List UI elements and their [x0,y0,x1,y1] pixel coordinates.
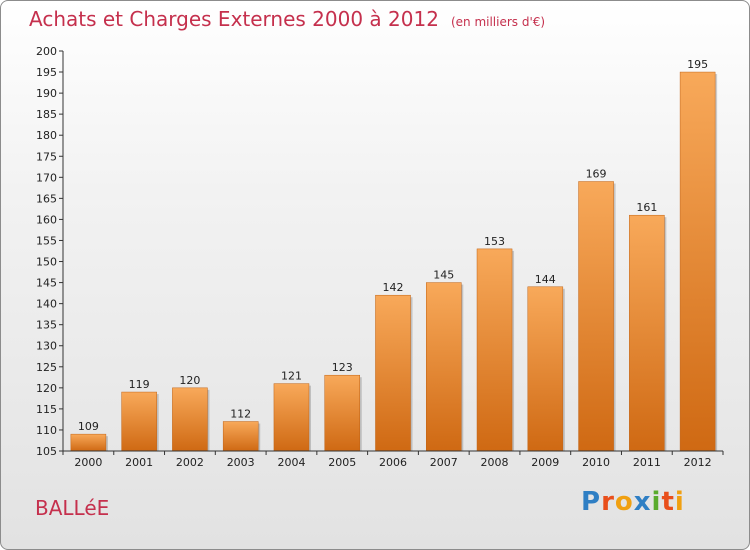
logo-letter: o [614,487,634,517]
y-tick-label: 140 [36,298,57,311]
bar [172,387,208,452]
logo-letter: r [601,487,615,517]
x-tick-label: 2005 [328,456,356,469]
y-tick-label: 185 [36,108,57,121]
y-tick-label: 170 [36,171,57,184]
y-tick-label: 195 [36,66,57,79]
logo-letter: i [651,487,662,517]
bar [324,374,360,452]
y-tick-label: 200 [36,45,57,58]
x-tick-label: 2008 [481,456,509,469]
x-tick-label: 2006 [379,456,407,469]
bar-value-label: 145 [433,269,454,282]
y-tick-label: 105 [36,445,57,458]
bar-value-label: 119 [129,378,150,391]
chart-subtitle: (en milliers d'€) [450,15,546,29]
x-tick-label: 2004 [277,456,305,469]
bar [375,294,411,452]
y-tick-label: 165 [36,192,57,205]
x-tick-label: 2003 [227,456,255,469]
y-tick-label: 175 [36,150,57,163]
x-tick-label: 2002 [176,456,204,469]
y-tick-label: 125 [36,361,57,374]
y-tick-label: 190 [36,87,57,100]
logo-letter: P [581,487,602,517]
x-tick-label: 2010 [582,456,610,469]
y-tick-label: 120 [36,382,57,395]
bar-value-label: 161 [636,201,657,214]
chart-title-text: Achats et Charges Externes 2000 à 2012 [29,7,439,31]
y-tick-label: 115 [36,403,57,416]
bar-value-label: 169 [586,168,607,181]
x-axis: 2000 2001 2002 2003 2004 2005 2006 2007 2008 2009… [62,450,724,469]
y-tick-label: 160 [36,213,57,226]
bar-value-label: 121 [281,370,302,383]
bar [527,286,564,452]
bar [476,248,513,452]
bar-value-label: 195 [687,58,708,71]
x-tick-label: 2012 [684,456,712,469]
y-tick-label: 110 [36,424,57,437]
bar [121,391,157,452]
town-name: BALLéE [35,496,110,520]
logo-letter: x [633,487,652,517]
y-tick-label: 130 [36,340,57,353]
proxiti-logo: Proxiti [581,487,685,517]
bars: 109 119 120 112 121 123 142 145 153 144 169 161 195 [70,58,718,452]
bar [70,433,107,452]
x-tick-label: 2011 [633,456,661,469]
bar [273,383,310,452]
y-tick-label: 150 [36,256,57,269]
y-tick-label: 135 [36,319,57,332]
logo-letter: i [674,487,685,517]
bar [426,282,462,452]
bar [578,181,614,452]
chart-title: Achats et Charges Externes 2000 à 2012 (e… [29,7,545,31]
x-tick-label: 2000 [74,456,102,469]
bar [222,421,259,452]
bar-value-label: 109 [78,420,99,433]
bar-value-label: 144 [535,273,556,286]
x-tick-label: 2009 [531,456,559,469]
x-tick-label: 2001 [125,456,153,469]
y-axis: 105 110 115 120 125 130 135 140 145 150 155 160 165 1… [36,45,64,458]
logo-letter: t [661,487,675,517]
y-tick-label: 155 [36,234,57,247]
x-tick-label: 2007 [430,456,458,469]
bar [679,71,716,452]
bar-value-label: 142 [383,281,404,294]
y-tick-label: 180 [36,129,57,142]
bar-value-label: 123 [332,361,353,374]
bar-value-label: 153 [484,235,505,248]
bar-value-label: 120 [179,374,200,387]
y-tick-label: 145 [36,277,57,290]
bar-value-label: 112 [230,408,251,421]
bar [629,214,665,452]
